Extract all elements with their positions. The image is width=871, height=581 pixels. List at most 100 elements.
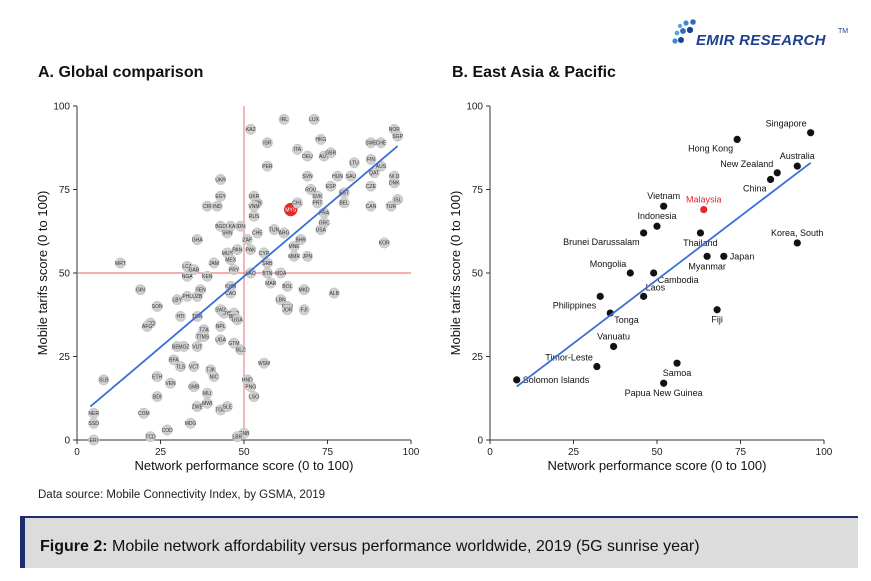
trend-line (516, 162, 812, 388)
y-tick-label: 0 (477, 436, 483, 447)
point-label: COD (162, 428, 174, 434)
chart-b-title: B. East Asia & Pacific (452, 64, 616, 81)
data-point (135, 284, 146, 296)
point-label: ZWE (192, 404, 204, 410)
data-point (278, 227, 290, 239)
point-label: Korea, South (771, 228, 824, 238)
point-label: TJK (206, 368, 216, 374)
point-label: GMB (188, 384, 200, 390)
data-point (88, 417, 100, 429)
x-tick-label: 100 (816, 447, 833, 458)
data-point (191, 290, 203, 302)
point-label: BFA (169, 358, 179, 364)
data-point (215, 304, 227, 316)
point-label: AUT (319, 154, 329, 160)
trend-line (89, 145, 399, 408)
point-label: Papua New Guinea (625, 388, 703, 398)
point-label: CYP (259, 251, 270, 257)
chart-a-title: A. Global comparison (38, 64, 204, 81)
point-label: LTU (350, 161, 359, 167)
x-tick-label: 25 (568, 447, 580, 458)
point-label: CHL (292, 201, 302, 207)
chart-b-east-asia-scatter: 0 25 50 75 100 0 25 50 75 100 Network performance … (448, 102, 833, 474)
data-point (766, 175, 775, 184)
point-label: UGA (215, 338, 227, 344)
x-tick-label: 25 (155, 447, 167, 458)
point-label: MDG (185, 421, 197, 427)
data-point (188, 264, 200, 276)
data-point (151, 371, 163, 382)
data-point (151, 391, 163, 403)
data-point (178, 341, 190, 352)
data-point (513, 376, 521, 384)
point-label: TCD (145, 434, 156, 440)
point-label: UGA (232, 318, 244, 324)
point-label: SWE (365, 141, 377, 147)
data-point (593, 362, 601, 371)
point-label: MWI (202, 401, 212, 407)
data-point (261, 137, 273, 149)
point-label: BTN (262, 271, 272, 277)
point-label: VUT (192, 344, 202, 350)
data-point (231, 244, 243, 256)
point-label: PHL (182, 294, 192, 300)
point-label: CRI (203, 204, 212, 210)
point-label: CAN (366, 204, 377, 210)
caption-accent-bar (20, 516, 25, 568)
point-label: FIN (367, 157, 375, 163)
data-point (181, 270, 193, 282)
data-point (325, 147, 337, 159)
data-point (281, 280, 293, 292)
chart-a-global-scatter: 0 25 50 75 100 0 25 50 75 100 Network performance … (35, 102, 420, 474)
point-label: SAU (346, 174, 357, 180)
point-label: SSD (89, 421, 100, 427)
data-point (703, 252, 711, 260)
y-tick-label: 100 (466, 102, 483, 113)
point-label: New Zealand (720, 159, 773, 169)
point-label: GHA (192, 237, 204, 243)
point-label: SON (152, 304, 163, 310)
x-tick-label: 100 (403, 447, 420, 458)
point-label: Vanuatu (597, 331, 630, 341)
point-label: NOR (389, 127, 401, 133)
point-label: SVK (312, 194, 323, 200)
point-label: FJI (301, 308, 308, 314)
data-point (653, 222, 661, 230)
data-point (98, 374, 110, 386)
data-point (211, 200, 223, 212)
point-label: GBR (325, 151, 336, 157)
point-label: LCA (182, 264, 192, 270)
data-point (733, 135, 741, 143)
point-label: ERI (90, 438, 98, 444)
data-point (392, 130, 404, 142)
x-axis-title: Network performance score (0 to 100) (135, 458, 354, 473)
point-label: SRN (222, 231, 233, 237)
data-point (378, 237, 390, 249)
figure-caption: Figure 2: Mobile network affordability v… (40, 538, 700, 556)
point-label: GIN (136, 288, 145, 294)
point-label: VEN (165, 381, 176, 387)
data-point (773, 169, 781, 177)
data-point (345, 170, 357, 182)
data-point (315, 133, 327, 145)
point-label: Philippines (553, 300, 597, 310)
data-point (215, 334, 227, 346)
point-label: NGA (182, 274, 194, 280)
point-label: CHE (376, 141, 387, 147)
point-label: SRB (262, 261, 273, 267)
data-point (235, 344, 247, 356)
y-axis-title: Mobile tarifs score (0 to 100) (35, 191, 50, 356)
x-tick-label: 75 (735, 447, 747, 458)
data-point (171, 294, 183, 306)
point-label: GUY (219, 311, 231, 317)
data-point (793, 162, 801, 170)
data-point (208, 371, 220, 382)
x-tick-label: 0 (487, 447, 493, 458)
data-point (385, 200, 397, 212)
point-label: UKR (215, 177, 226, 183)
y-tick-label: 0 (64, 436, 70, 447)
data-point (365, 180, 377, 192)
point-label: Thailand (683, 238, 718, 248)
point-label: QAT (369, 171, 379, 177)
data-point (328, 287, 340, 299)
